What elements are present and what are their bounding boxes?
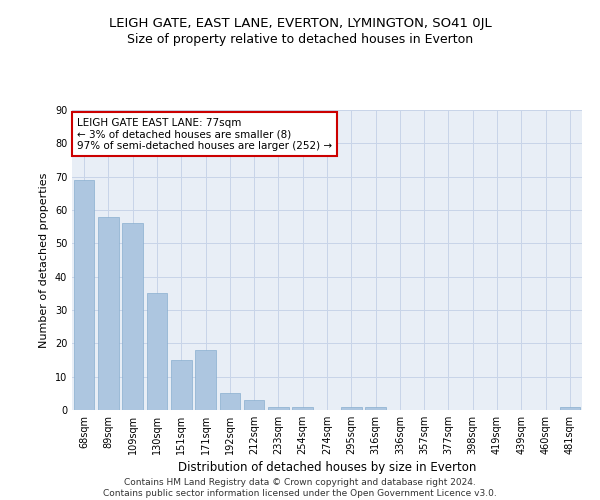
Bar — [220, 394, 240, 410]
Bar — [341, 406, 362, 410]
Y-axis label: Number of detached properties: Number of detached properties — [39, 172, 49, 348]
Bar — [146, 294, 167, 410]
Bar — [560, 406, 580, 410]
Bar — [365, 406, 386, 410]
X-axis label: Distribution of detached houses by size in Everton: Distribution of detached houses by size … — [178, 461, 476, 474]
Bar — [195, 350, 216, 410]
Text: LEIGH GATE EAST LANE: 77sqm
← 3% of detached houses are smaller (8)
97% of semi-: LEIGH GATE EAST LANE: 77sqm ← 3% of deta… — [77, 118, 332, 150]
Bar — [122, 224, 143, 410]
Bar — [244, 400, 265, 410]
Bar — [74, 180, 94, 410]
Text: Contains HM Land Registry data © Crown copyright and database right 2024.
Contai: Contains HM Land Registry data © Crown c… — [103, 478, 497, 498]
Bar — [268, 406, 289, 410]
Bar — [171, 360, 191, 410]
Text: Size of property relative to detached houses in Everton: Size of property relative to detached ho… — [127, 32, 473, 46]
Text: LEIGH GATE, EAST LANE, EVERTON, LYMINGTON, SO41 0JL: LEIGH GATE, EAST LANE, EVERTON, LYMINGTO… — [109, 18, 491, 30]
Bar — [98, 216, 119, 410]
Bar — [292, 406, 313, 410]
